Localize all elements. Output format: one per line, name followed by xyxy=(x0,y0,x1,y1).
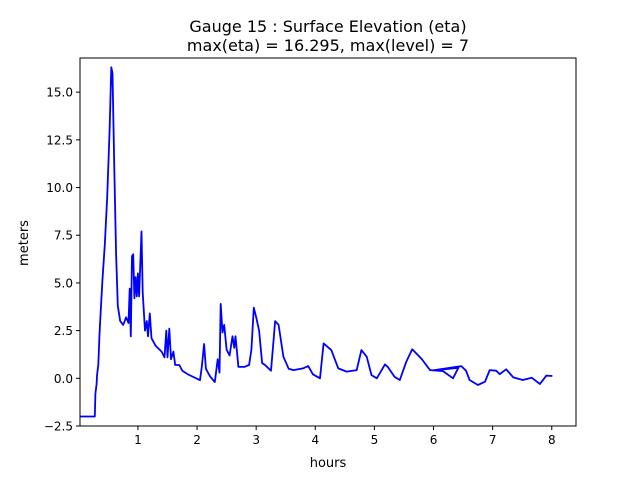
y-tick-label: 7.5 xyxy=(54,229,73,243)
y-axis-label: meters xyxy=(17,220,32,266)
axes-frame xyxy=(79,57,577,427)
x-tick-label: 7 xyxy=(489,433,497,447)
plot-area xyxy=(80,66,553,418)
y-tick-label: −2.5 xyxy=(44,420,73,434)
y-tick-label: 10.0 xyxy=(46,181,73,195)
series-line-eta xyxy=(80,66,553,418)
x-tick-label: 4 xyxy=(311,433,319,447)
x-axis: 1 2 3 4 5 6 7 8 xyxy=(134,426,556,447)
chart-title-line1: Gauge 15 : Surface Elevation (eta) xyxy=(189,17,466,36)
y-tick-label: 0.0 xyxy=(54,372,73,386)
chart-title-line2: max(eta) = 16.295, max(level) = 7 xyxy=(187,36,469,55)
y-tick-label: 15.0 xyxy=(46,86,73,100)
y-tick-label: 12.5 xyxy=(46,133,73,147)
x-tick-label: 5 xyxy=(371,433,379,447)
x-tick-label: 1 xyxy=(134,433,142,447)
x-tick-label: 6 xyxy=(430,433,438,447)
x-tick-label: 3 xyxy=(252,433,260,447)
y-axis: −2.5 0.0 2.5 5.0 7.5 10.0 12.5 15.0 xyxy=(44,86,80,434)
x-axis-label: hours xyxy=(310,456,347,471)
y-tick-label: 5.0 xyxy=(54,276,73,290)
y-tick-label: 2.5 xyxy=(54,324,73,338)
x-tick-label: 2 xyxy=(193,433,201,447)
x-tick-label: 8 xyxy=(548,433,556,447)
